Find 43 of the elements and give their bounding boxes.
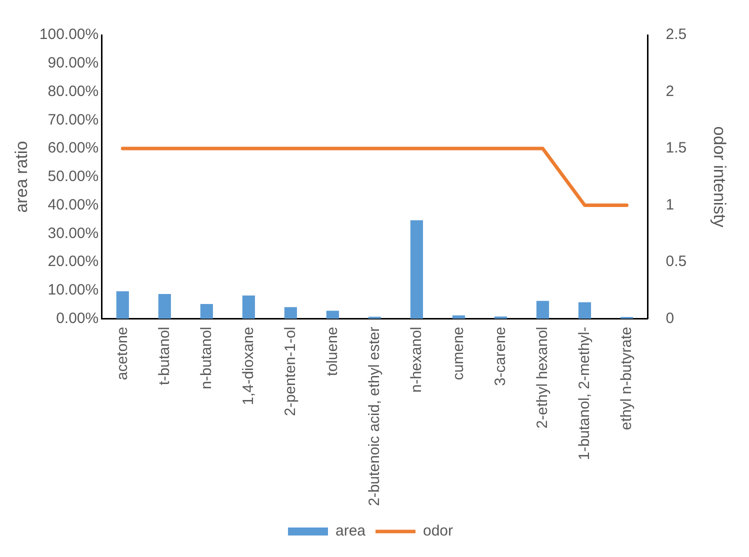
y2-tick-label: 2	[666, 82, 674, 100]
bar	[410, 220, 423, 319]
x-tick-label: ethyl n-butyrate	[618, 326, 635, 430]
bar	[536, 300, 550, 319]
x-tick-label: 1-butanol, 2-methyl-	[576, 326, 593, 460]
y2-tick-label: 0	[666, 310, 674, 327]
x-tick-label: n-butanol	[198, 326, 215, 390]
y-tick-label: 60.00%	[48, 140, 99, 157]
y-tick-label: 40.00%	[48, 196, 99, 214]
y-tick-label: 90.00%	[48, 54, 99, 72]
x-tick-label: cumene	[450, 326, 467, 380]
y-tick-label: 0.00%	[56, 310, 99, 327]
y-tick-label: 10.00%	[48, 282, 99, 298]
x-tick-label: 2-penten-1-ol	[282, 326, 299, 416]
y-tick-label: 70.00%	[48, 111, 99, 128]
x-tick-label: toluene	[324, 326, 341, 376]
legend-label: odor	[423, 522, 454, 540]
x-tick-label: 3-carene	[492, 326, 509, 386]
x-tick-label: acetone	[114, 326, 131, 380]
y-tick-label: 20.00%	[48, 253, 99, 270]
y2-tick-label: 1.5	[666, 140, 687, 157]
x-tick-label: 2-ethyl hexanol	[534, 326, 551, 428]
y2-tick-label: 0.5	[666, 253, 687, 270]
y2-tick-label: 1	[666, 196, 674, 214]
y-tick-label: 80.00%	[48, 82, 99, 100]
x-tick-label: 1,4-dioxane	[240, 326, 257, 406]
bar	[284, 307, 297, 319]
x-tick-label: t-butanol	[156, 326, 173, 386]
legend-label: area	[335, 522, 366, 540]
bar	[326, 310, 339, 319]
y-axis-title: area ratio	[12, 140, 31, 213]
x-tick-label: n-hexanol	[408, 326, 425, 393]
y-tick-label: 100.00%	[39, 26, 99, 44]
bar	[200, 304, 213, 319]
y2-tick-label: 2.5	[666, 26, 687, 44]
y2-axis-title: odor intenisty	[710, 126, 730, 228]
bar	[116, 291, 129, 319]
x-tick-label: 2-butenoic acid, ethyl ester	[366, 326, 383, 506]
bar	[158, 294, 171, 319]
y-tick-label: 50.00%	[48, 168, 99, 186]
bar	[242, 295, 255, 319]
y-tick-label: 30.00%	[48, 224, 99, 242]
bar	[578, 302, 592, 319]
